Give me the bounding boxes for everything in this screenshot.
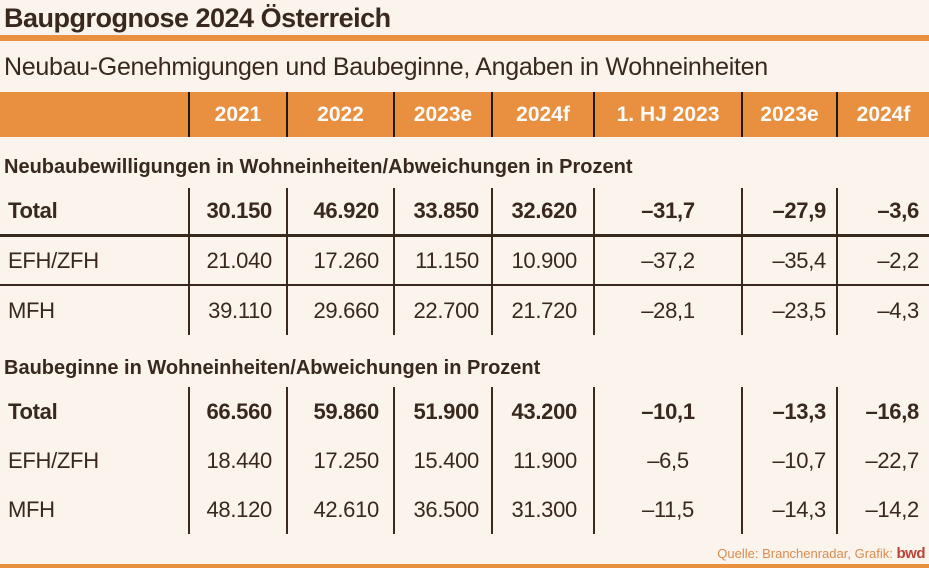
value-2023e: 33.850 — [395, 188, 493, 234]
value-2022: 17.250 — [288, 436, 395, 485]
value-2023e: 15.400 — [395, 436, 493, 485]
value-2021: 39.110 — [190, 286, 288, 335]
section-rows: Total 30.150 46.920 33.850 32.620 –31,7 … — [0, 188, 929, 335]
value-2024f-deviation: –4,3 — [877, 297, 919, 323]
value-2024f-deviation: –2,2 — [877, 247, 919, 273]
value-2024f: 10.900 — [493, 237, 595, 284]
value-1hj2023: –6,5 — [595, 436, 743, 485]
column-header-1hj2023: 1. HJ 2023 — [595, 92, 743, 137]
row-label: Total — [0, 188, 190, 234]
table-row-total: Total 30.150 46.920 33.850 32.620 –31,7 … — [0, 188, 929, 237]
table-row-total: Total 66.560 59.860 51.900 43.200 –10,1 … — [0, 387, 929, 436]
page-title: Baupgrognose 2024 Österreich — [4, 3, 391, 33]
value-1hj2023: –37,2 — [595, 237, 743, 284]
section-heading: Baubeginne in Wohneinheiten/Abweichungen… — [4, 357, 541, 379]
table-row-efh-zfh: EFH/ZFH 21.040 17.260 11.150 10.900 –37,… — [0, 237, 929, 286]
value-2023e: 36.500 — [395, 485, 493, 534]
table-row-mfh: MFH 39.110 29.660 22.700 21.720 –28,1 –2… — [0, 286, 929, 335]
value-2023e-deviation: –13,3 — [743, 387, 838, 436]
source-line: Quelle: Branchenradar, Grafik: bwd — [0, 545, 929, 562]
column-header-spacer — [0, 92, 190, 137]
value-2022: 42.610 — [288, 485, 395, 534]
value-2022: 17.260 — [288, 237, 395, 284]
value-2024f-deviation: –3,6 — [877, 198, 919, 223]
row-label: MFH — [0, 485, 190, 534]
value-2021: 30.150 — [190, 188, 288, 234]
column-header-2024f-deviation: 2024f — [856, 102, 911, 126]
column-header-2023e: 2023e — [395, 92, 493, 137]
section-baubeginne: Baubeginne in Wohneinheiten/Abweichungen… — [0, 353, 929, 534]
value-1hj2023: –31,7 — [595, 188, 743, 234]
section-heading: Neubaubewilligungen in Wohneinheiten/Abw… — [4, 156, 633, 178]
value-2023e-deviation: –14,3 — [743, 485, 838, 534]
value-2022: 29.660 — [288, 286, 395, 335]
value-2024f-deviation: –22,7 — [865, 447, 919, 473]
value-2024f: 32.620 — [493, 188, 595, 234]
value-2023e-deviation: –35,4 — [743, 237, 838, 284]
row-label: Total — [0, 387, 190, 436]
value-2024f: 31.300 — [493, 485, 595, 534]
value-2024f-deviation: –14,2 — [865, 496, 919, 522]
value-2021: 48.120 — [190, 485, 288, 534]
column-header-2023e-deviation: 2023e — [743, 92, 838, 137]
value-2023e: 22.700 — [395, 286, 493, 335]
column-header-2021: 2021 — [190, 92, 288, 137]
row-label: EFH/ZFH — [0, 237, 190, 284]
value-2024f: 21.720 — [493, 286, 595, 335]
source-text: Quelle: Branchenradar, Grafik: — [717, 546, 893, 561]
bottom-accent-bar — [0, 564, 929, 568]
value-2023e-deviation: –27,9 — [743, 188, 838, 234]
column-header-row: 2021 2022 2023e 2024f 1. HJ 2023 2023e 2… — [0, 92, 929, 137]
value-2024f: 11.900 — [493, 436, 595, 485]
value-2022: 46.920 — [288, 188, 395, 234]
value-1hj2023: –10,1 — [595, 387, 743, 436]
value-1hj2023: –28,1 — [595, 286, 743, 335]
value-2024f: 43.200 — [493, 387, 595, 436]
value-2023e-deviation: –10,7 — [743, 436, 838, 485]
column-header-2022: 2022 — [288, 92, 395, 137]
value-2021: 21.040 — [190, 237, 288, 284]
value-2021: 18.440 — [190, 436, 288, 485]
subtitle: Neubau-Genehmigungen und Baubeginne, Ang… — [4, 53, 768, 81]
table-row-mfh: MFH 48.120 42.610 36.500 31.300 –11,5 –1… — [0, 485, 929, 534]
section-neubaubewilligungen: Neubaubewilligungen in Wohneinheiten/Abw… — [0, 152, 929, 335]
section-rows: Total 66.560 59.860 51.900 43.200 –10,1 … — [0, 387, 929, 534]
bwd-logo: bwd — [896, 545, 926, 562]
value-2023e: 11.150 — [395, 237, 493, 284]
title-underline — [0, 35, 929, 41]
value-2023e: 51.900 — [395, 387, 493, 436]
value-1hj2023: –11,5 — [595, 485, 743, 534]
column-header-2024f: 2024f — [493, 92, 595, 137]
row-label: EFH/ZFH — [0, 436, 190, 485]
table-row-efh-zfh: EFH/ZFH 18.440 17.250 15.400 11.900 –6,5… — [0, 436, 929, 485]
row-label: MFH — [0, 286, 190, 335]
value-2023e-deviation: –23,5 — [743, 286, 838, 335]
value-2024f-deviation: –16,8 — [865, 398, 919, 424]
value-2021: 66.560 — [190, 387, 288, 436]
value-2022: 59.860 — [288, 387, 395, 436]
